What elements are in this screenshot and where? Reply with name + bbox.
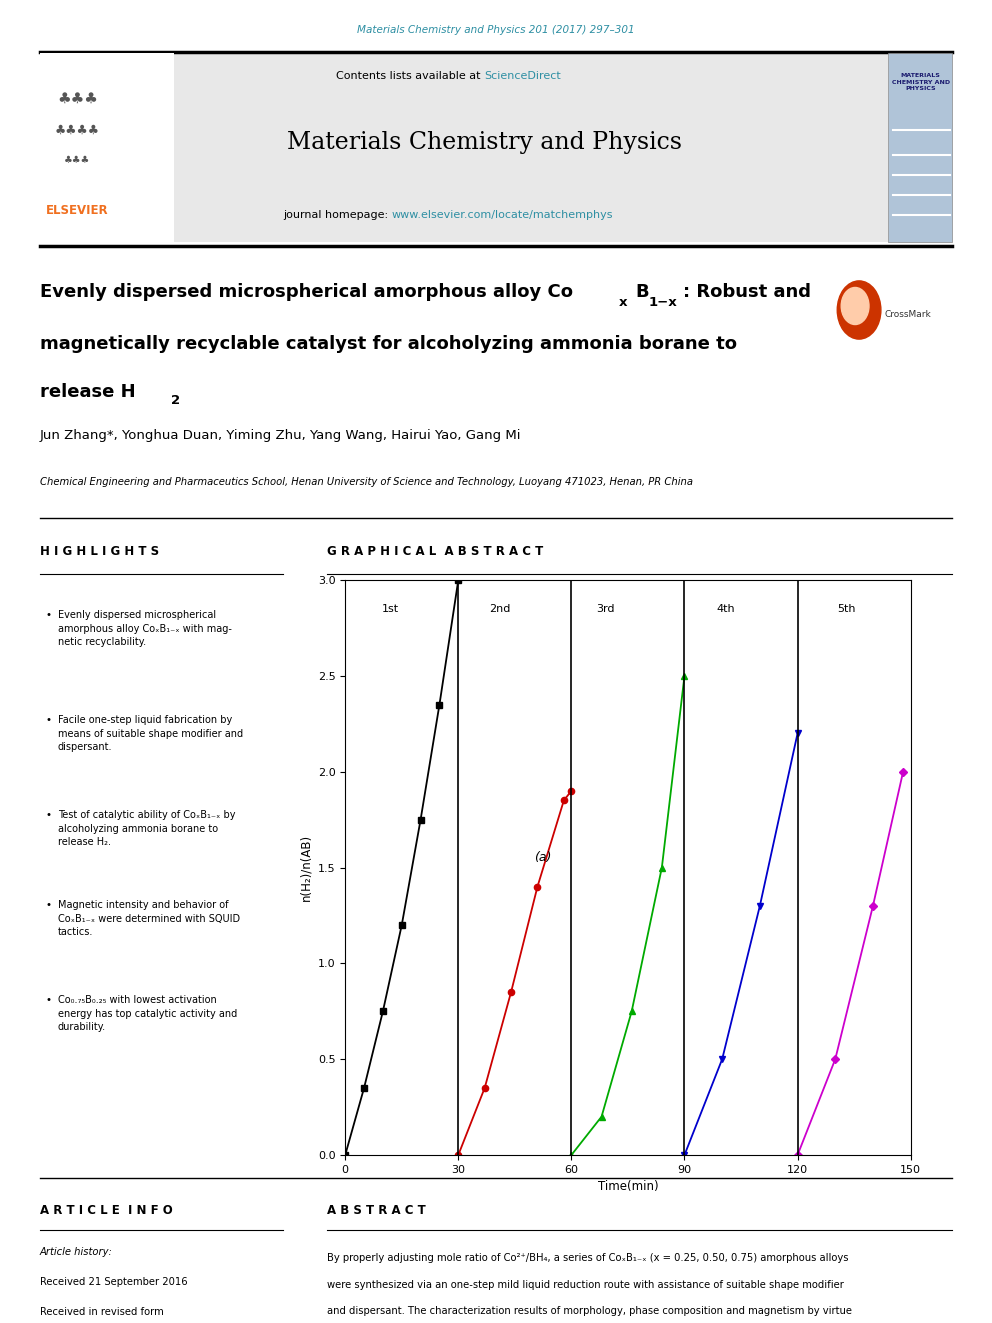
Text: •: • [46, 810, 52, 820]
Text: www.elsevier.com/locate/matchemphys: www.elsevier.com/locate/matchemphys [392, 210, 613, 220]
Y-axis label: n(H₂)/n(AB): n(H₂)/n(AB) [300, 833, 312, 901]
Text: Evenly dispersed microspherical
amorphous alloy CoₓB₁₋ₓ with mag-
netic recyclab: Evenly dispersed microspherical amorphou… [58, 610, 231, 647]
X-axis label: Time(min): Time(min) [597, 1180, 659, 1193]
Text: •: • [46, 610, 52, 620]
Text: and dispersant. The characterization results of morphology, phase composition an: and dispersant. The characterization res… [327, 1306, 852, 1316]
Text: MATERIALS
CHEMISTRY AND
PHYSICS: MATERIALS CHEMISTRY AND PHYSICS [892, 73, 949, 91]
Text: 1st: 1st [382, 605, 399, 614]
Text: A B S T R A C T: A B S T R A C T [327, 1204, 427, 1217]
Text: H I G H L I G H T S: H I G H L I G H T S [40, 545, 159, 558]
Text: A R T I C L E  I N F O: A R T I C L E I N F O [40, 1204, 173, 1217]
Text: Co₀.₇₅B₀.₂₅ with lowest activation
energy has top catalytic activity and
durabil: Co₀.₇₅B₀.₂₅ with lowest activation energ… [58, 995, 237, 1032]
Text: •: • [46, 995, 52, 1005]
Text: Evenly dispersed microspherical amorphous alloy Co: Evenly dispersed microspherical amorphou… [40, 283, 572, 302]
Text: Jun Zhang*, Yonghua Duan, Yiming Zhu, Yang Wang, Hairui Yao, Gang Mi: Jun Zhang*, Yonghua Duan, Yiming Zhu, Ya… [40, 429, 521, 442]
Text: : Robust and: : Robust and [683, 283, 811, 302]
Text: Facile one-step liquid fabrication by
means of suitable shape modifier and
dispe: Facile one-step liquid fabrication by me… [58, 714, 243, 753]
Text: journal homepage:: journal homepage: [283, 210, 392, 220]
Text: Article history:: Article history: [40, 1248, 112, 1257]
Text: Received in revised form: Received in revised form [40, 1307, 164, 1316]
Text: 2: 2 [171, 393, 180, 406]
Text: 1−x: 1−x [649, 295, 678, 308]
Text: 3rd: 3rd [596, 605, 615, 614]
Text: Contents lists available at: Contents lists available at [336, 71, 484, 81]
FancyBboxPatch shape [40, 53, 888, 242]
Text: ScienceDirect: ScienceDirect [484, 71, 560, 81]
Text: •: • [46, 714, 52, 725]
FancyBboxPatch shape [40, 53, 174, 242]
Text: ♣♣♣♣: ♣♣♣♣ [55, 123, 100, 136]
Text: release H: release H [40, 382, 135, 401]
Text: G R A P H I C A L  A B S T R A C T: G R A P H I C A L A B S T R A C T [327, 545, 544, 558]
Text: Test of catalytic ability of CoₓB₁₋ₓ by
alcoholyzing ammonia borane to
release H: Test of catalytic ability of CoₓB₁₋ₓ by … [58, 810, 235, 847]
Text: magnetically recyclable catalyst for alcoholyzing ammonia borane to: magnetically recyclable catalyst for alc… [40, 335, 737, 353]
Circle shape [841, 287, 869, 324]
Text: By properly adjusting mole ratio of Co²⁺/BH₄, a series of CoₓB₁₋ₓ (x = 0.25, 0.5: By properly adjusting mole ratio of Co²⁺… [327, 1253, 849, 1263]
Text: ELSEVIER: ELSEVIER [46, 204, 109, 217]
Text: x: x [619, 295, 628, 308]
Text: Chemical Engineering and Pharmaceutics School, Henan University of Science and T: Chemical Engineering and Pharmaceutics S… [40, 478, 692, 487]
Text: 4th: 4th [716, 605, 735, 614]
Text: ♣♣♣: ♣♣♣ [64, 155, 90, 165]
Text: (a): (a) [534, 852, 552, 864]
Text: •: • [46, 900, 52, 910]
Text: were synthesized via an one-step mild liquid reduction route with assistance of : were synthesized via an one-step mild li… [327, 1279, 844, 1290]
Text: 5th: 5th [837, 605, 856, 614]
Text: Materials Chemistry and Physics: Materials Chemistry and Physics [287, 131, 682, 153]
Text: Received 21 September 2016: Received 21 September 2016 [40, 1277, 187, 1287]
Text: ♣♣♣: ♣♣♣ [57, 90, 98, 106]
Text: CrossMark: CrossMark [885, 310, 931, 319]
FancyBboxPatch shape [888, 53, 952, 242]
Text: B: B [636, 283, 650, 302]
Text: Materials Chemistry and Physics 201 (2017) 297–301: Materials Chemistry and Physics 201 (201… [357, 25, 635, 34]
Text: Magnetic intensity and behavior of
CoₓB₁₋ₓ were determined with SQUID
tactics.: Magnetic intensity and behavior of CoₓB₁… [58, 900, 240, 937]
Text: 2nd: 2nd [489, 605, 511, 614]
Circle shape [837, 280, 881, 339]
